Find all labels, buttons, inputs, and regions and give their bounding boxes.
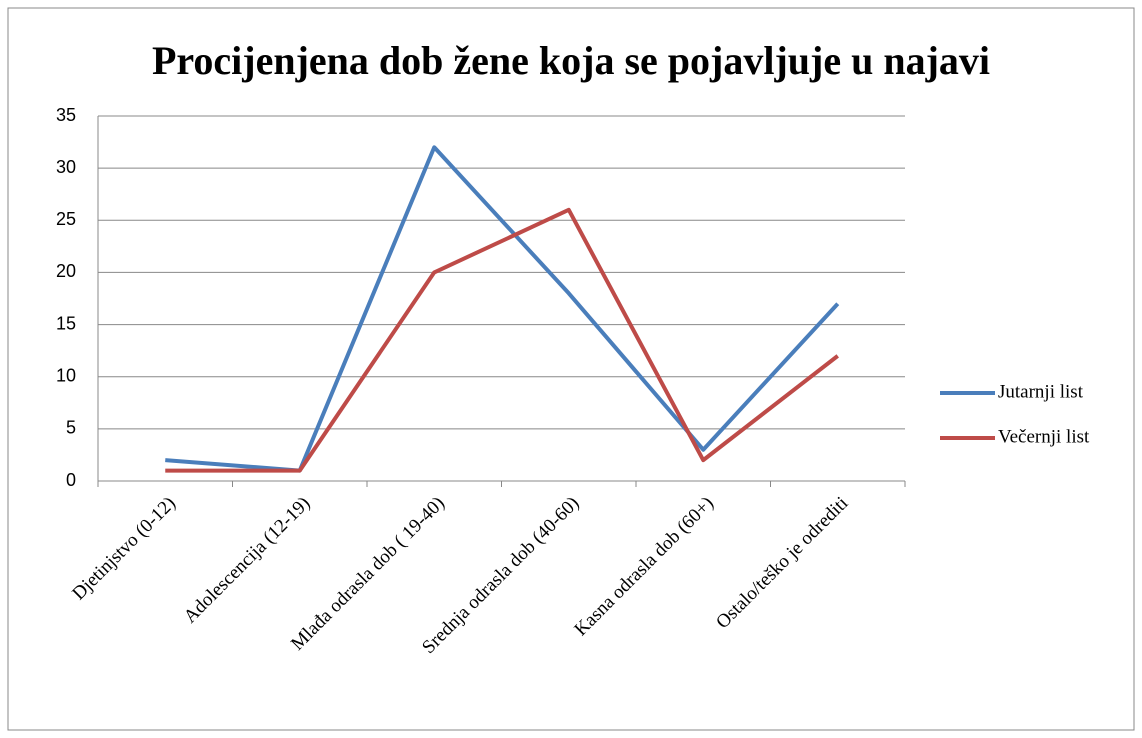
y-tick-label: 10	[56, 365, 76, 385]
chart-title: Procijenjena dob žene koja se pojavljuje…	[152, 38, 990, 83]
y-tick-label: 5	[66, 418, 76, 438]
y-tick-label: 30	[56, 157, 76, 177]
y-tick-label: 25	[56, 209, 76, 229]
chart-border	[7, 7, 1135, 731]
legend-label: Večernji list	[998, 426, 1090, 447]
series-line	[165, 207, 839, 473]
legend-label: Jutarnji list	[998, 381, 1084, 402]
y-tick-label: 35	[56, 105, 76, 125]
y-tick-label: 20	[56, 261, 76, 281]
y-tick-label: 15	[56, 313, 76, 333]
y-tick-label: 0	[66, 470, 76, 490]
